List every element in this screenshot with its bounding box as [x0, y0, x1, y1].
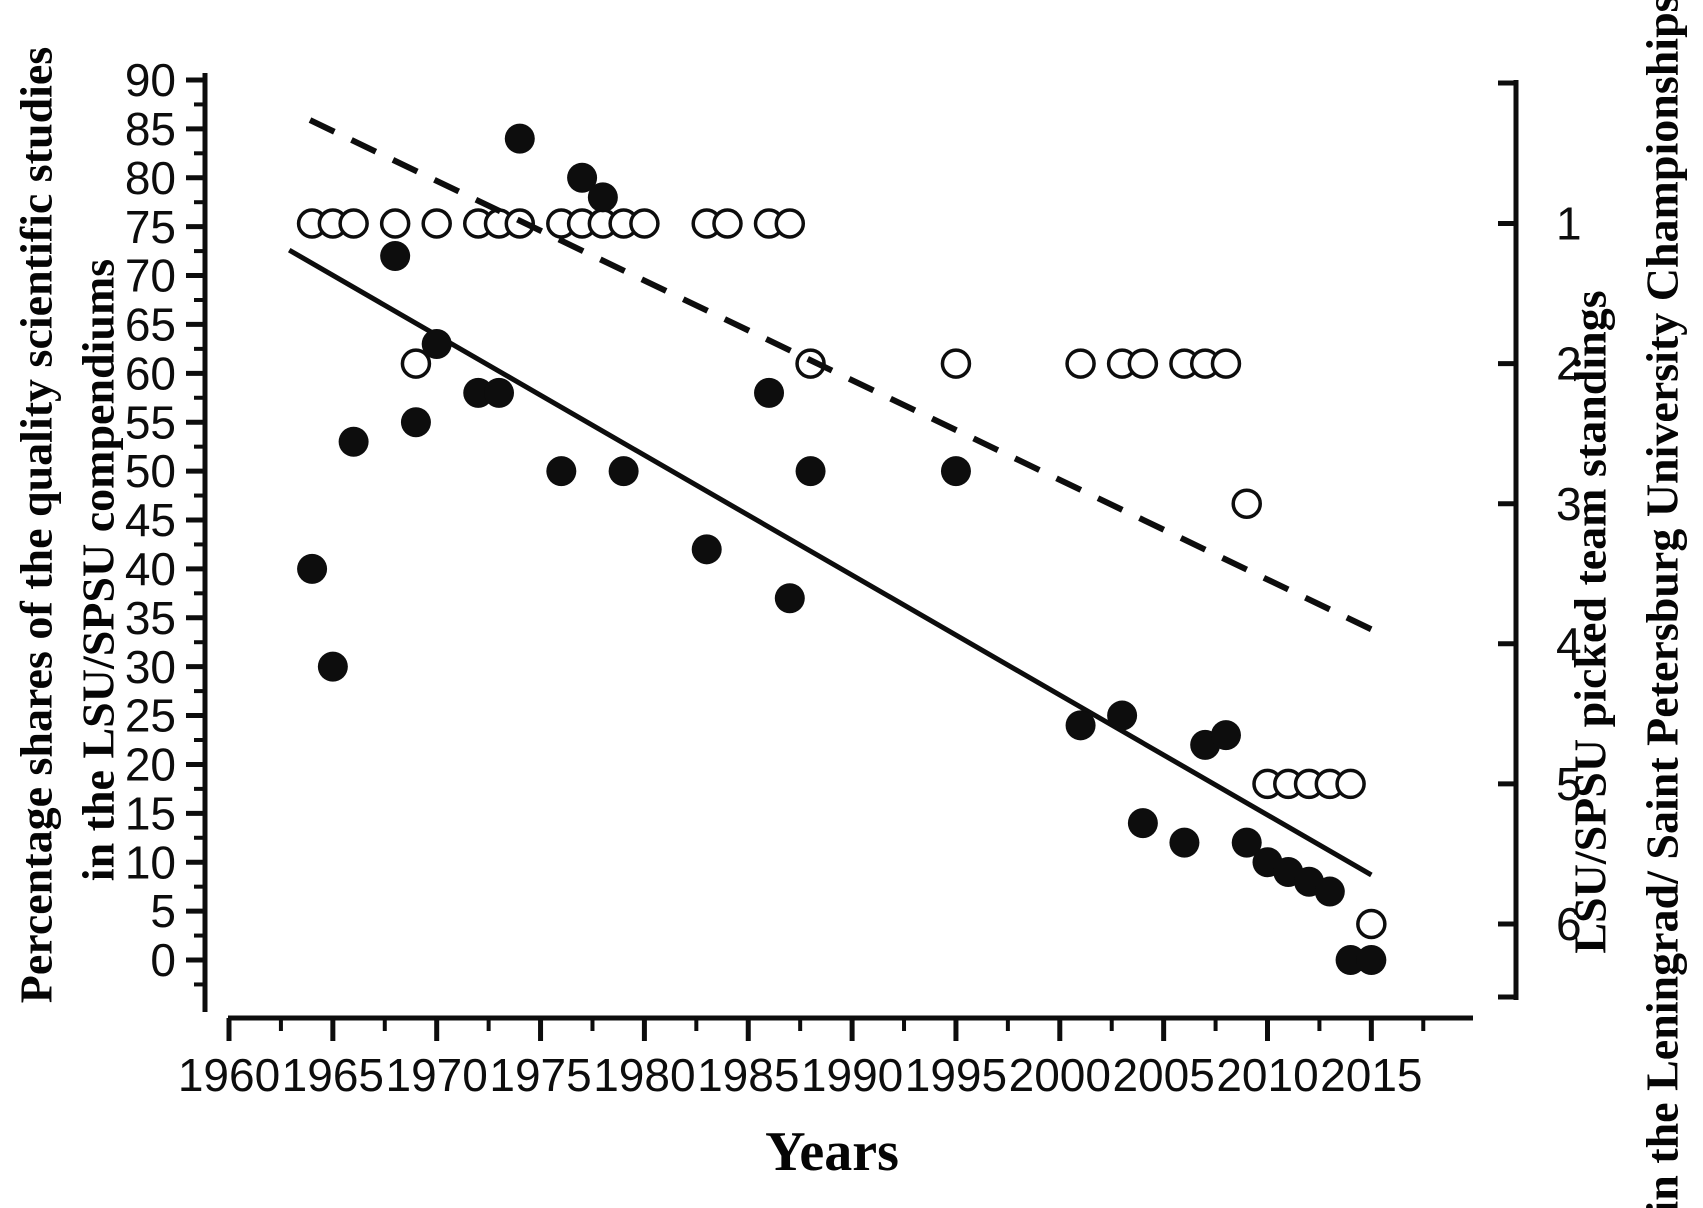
- open-point: [629, 208, 660, 239]
- left-axis-tick-label: 35: [125, 592, 176, 644]
- left-axis-tick-label: 75: [125, 201, 176, 253]
- left-axis-tick-label: 20: [125, 739, 176, 791]
- filled-point: [754, 377, 785, 408]
- open-point: [712, 208, 743, 239]
- filled-point: [587, 182, 618, 213]
- filled-point: [1314, 876, 1345, 907]
- filled-point: [940, 456, 971, 487]
- right-axis-tick-label: 2: [1556, 338, 1582, 390]
- filled-point: [691, 534, 722, 565]
- left-axis-tick-label: 80: [125, 152, 176, 204]
- left-axis-tick-label: 30: [125, 641, 176, 693]
- filled-point: [1127, 808, 1158, 839]
- open-point: [1335, 768, 1366, 800]
- solid-regression-line: [287, 247, 1373, 878]
- left-axis-title-line2: in the LSU/SPSU compendiums: [72, 258, 124, 882]
- x-axis-tick-label: 2005: [1112, 1049, 1214, 1101]
- x-axis-tick-label: 1975: [489, 1049, 591, 1101]
- open-point: [1127, 348, 1159, 379]
- filled-point: [567, 162, 598, 193]
- open-point: [338, 208, 369, 239]
- left-axis-tick-label: 90: [125, 54, 176, 106]
- dashed-regression-line: [308, 117, 1390, 641]
- open-point: [421, 208, 452, 239]
- right-axis-tick-label: 6: [1556, 898, 1582, 950]
- filled-point: [421, 328, 452, 359]
- left-axis-tick-label: 50: [125, 445, 176, 497]
- filled-point: [1231, 827, 1262, 858]
- filled-point: [338, 426, 369, 457]
- filled-point: [484, 377, 515, 408]
- right-axis-tick-label: 5: [1556, 758, 1582, 810]
- filled-point: [608, 456, 639, 487]
- open-point: [400, 348, 432, 379]
- left-axis-tick-label: 65: [125, 299, 176, 351]
- open-point: [774, 208, 806, 239]
- filled-point: [795, 456, 826, 487]
- x-axis-tick-label: 2015: [1320, 1049, 1422, 1101]
- x-axis-tick-label: 1985: [697, 1049, 799, 1101]
- open-point: [1356, 908, 1387, 940]
- filled-point: [400, 407, 431, 438]
- left-axis-tick-label: 5: [150, 885, 176, 937]
- left-axis-tick-label: 70: [125, 250, 176, 302]
- open-point: [1065, 348, 1096, 379]
- filled-point: [546, 456, 577, 487]
- open-point: [1231, 488, 1262, 519]
- filled-point: [774, 583, 805, 614]
- open-point: [1210, 348, 1242, 379]
- right-axis-tick-label: 4: [1556, 618, 1582, 670]
- filled-point: [1356, 945, 1387, 975]
- open-point: [379, 208, 411, 239]
- right-axis-title-line2: in the Leningrad/ Saint Petersburg Unive…: [1636, 0, 1688, 1208]
- left-axis-tick-label: 10: [125, 836, 176, 888]
- filled-point: [380, 240, 411, 271]
- filled-point: [1065, 710, 1096, 741]
- filled-point: [1335, 945, 1366, 975]
- right-axis-tick-label: 3: [1556, 478, 1582, 530]
- x-axis-tick-label: 1995: [905, 1049, 1007, 1101]
- right-axis-tick-label: 1: [1556, 198, 1582, 250]
- x-axis-tick-label: 2000: [1009, 1049, 1111, 1101]
- x-axis-tick-label: 1960: [178, 1049, 280, 1101]
- filled-point: [1107, 700, 1138, 731]
- filled-point: [463, 377, 494, 408]
- open-point: [940, 348, 972, 379]
- left-axis-tick-label: 0: [150, 934, 176, 986]
- filled-point: [1169, 827, 1200, 858]
- left-axis-tick-label: 40: [125, 543, 176, 595]
- x-axis-title: Years: [765, 1121, 899, 1183]
- x-axis-tick-label: 1990: [801, 1049, 903, 1101]
- left-axis-tick-label: 85: [125, 103, 176, 155]
- x-axis-tick-label: 2010: [1216, 1049, 1318, 1101]
- left-axis-title-line1: Percentage shares of the quality scienti…: [10, 46, 62, 1004]
- filled-point: [1210, 720, 1241, 751]
- x-axis-tick-label: 1965: [282, 1049, 384, 1101]
- right-axis-title-line1: LSU/SPSU picked team standings: [1564, 290, 1616, 954]
- filled-point: [504, 123, 535, 154]
- left-axis-tick-label: 55: [125, 396, 176, 448]
- x-axis-tick-label: 1980: [593, 1049, 695, 1101]
- filled-point: [297, 553, 328, 584]
- left-axis-tick-label: 15: [125, 787, 176, 839]
- filled-point: [317, 651, 348, 682]
- left-axis-tick-label: 45: [125, 494, 176, 546]
- x-axis-tick-label: 1970: [386, 1049, 488, 1101]
- left-axis-tick-label: 25: [125, 690, 176, 742]
- left-axis-tick-label: 60: [125, 347, 176, 399]
